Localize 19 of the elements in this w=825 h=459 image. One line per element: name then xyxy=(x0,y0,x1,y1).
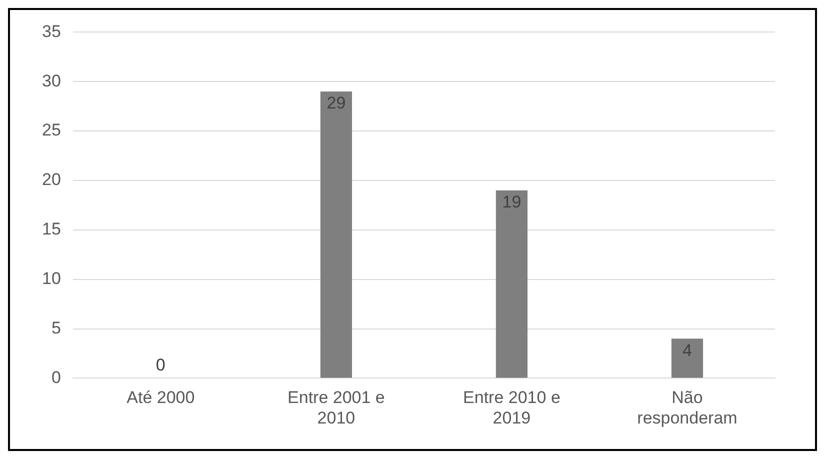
y-tick-label: 35 xyxy=(42,22,61,41)
data-label: 0 xyxy=(156,355,166,374)
y-tick-label: 15 xyxy=(42,220,61,239)
x-tick-label: Não responderam xyxy=(637,388,738,428)
y-tick-label: 25 xyxy=(42,120,61,140)
y-tick-label: 20 xyxy=(42,170,61,190)
bar xyxy=(496,190,528,378)
y-tick-label: 10 xyxy=(42,269,61,288)
y-tick-label: 0 xyxy=(51,368,61,387)
y-tick-label: 30 xyxy=(42,71,61,90)
data-label: 4 xyxy=(682,340,692,360)
y-tick-label: 5 xyxy=(51,318,61,338)
bar xyxy=(671,338,704,378)
data-label: 19 xyxy=(502,192,522,212)
x-tick-label: Entre 2010 e 2019 xyxy=(463,388,560,428)
bar xyxy=(320,92,352,378)
data-label: 29 xyxy=(326,94,346,113)
x-tick-label: Até 2000 xyxy=(126,388,195,408)
x-tick-label: Entre 2001 e 2010 xyxy=(288,388,385,428)
